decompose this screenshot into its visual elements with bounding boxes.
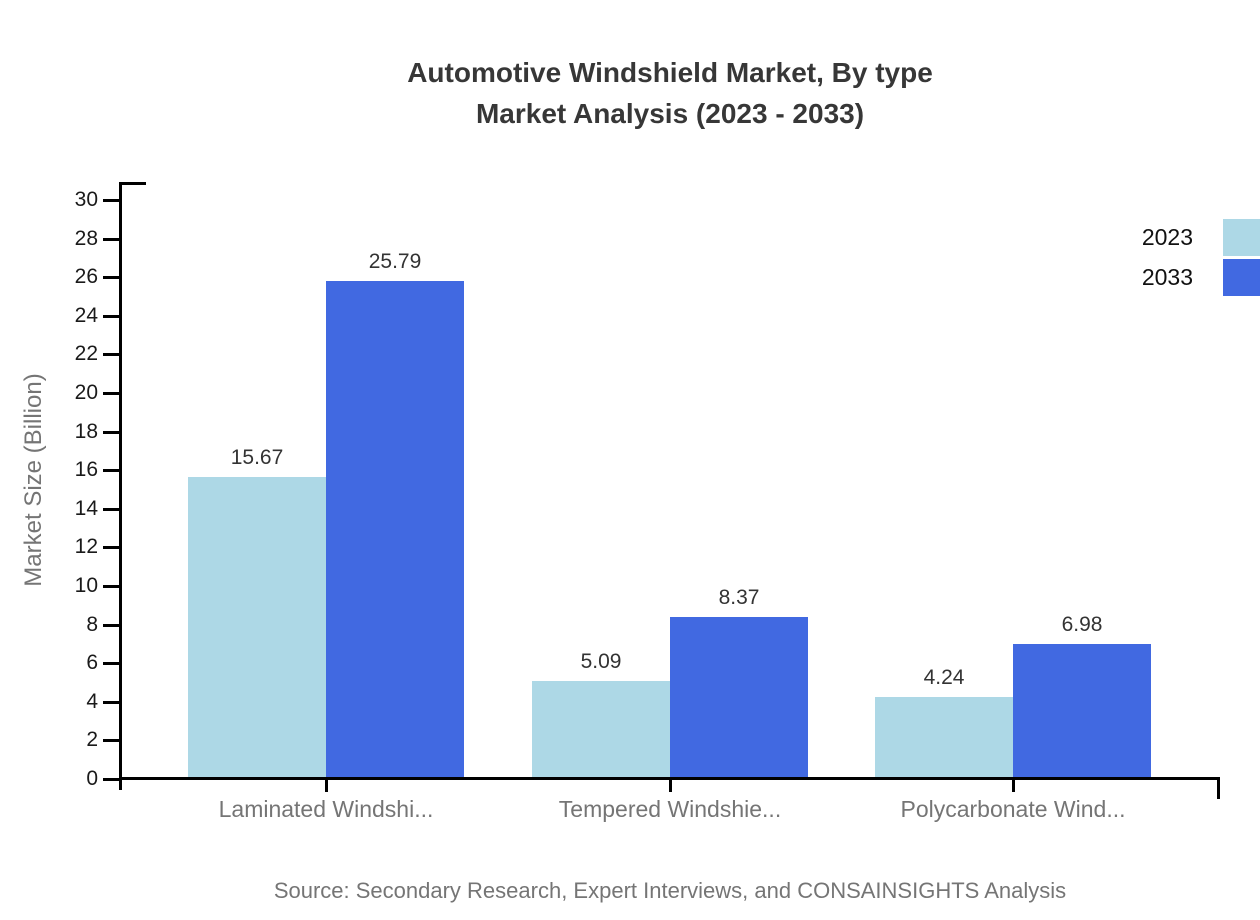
source-note: Source: Secondary Research, Expert Inter… — [273, 878, 1067, 903]
chart-title-line-2: Market Analysis (2023 - 2033) — [475, 98, 865, 129]
y-tick-label: 4 — [86, 689, 98, 713]
legend-swatch-2033-icon — [1223, 259, 1260, 296]
x-axis-tick — [669, 777, 672, 792]
y-axis-tick — [103, 392, 119, 395]
x-category-label: Tempered Windshie... — [558, 796, 782, 822]
x-axis-tick — [325, 777, 328, 792]
y-axis-tick — [103, 546, 119, 550]
legend-swatch-2023-icon — [1223, 219, 1260, 256]
y-axis-tick — [103, 469, 119, 473]
y-axis-tick — [103, 314, 119, 318]
y-tick-label: 0 — [86, 767, 98, 790]
bar-value-label: 8.37 — [718, 586, 760, 610]
bar-value-label: 25.79 — [368, 250, 422, 274]
y-tick-label: 24 — [74, 303, 98, 327]
y-axis-tick — [103, 353, 119, 357]
y-axis-tick — [103, 507, 119, 511]
y-axis-tick — [103, 237, 119, 241]
y-axis-tick — [103, 585, 119, 588]
legend-label-2023: 2023 — [1141, 224, 1193, 250]
x-axis-right-cap — [1217, 777, 1220, 799]
bar-2033-2 — [670, 617, 808, 780]
y-tick-label: 22 — [74, 342, 98, 366]
bar-value-label: 5.09 — [580, 649, 622, 673]
chart-title-line-1: Automotive Windshield Market, By type — [407, 57, 933, 88]
y-tick-label: 8 — [86, 612, 98, 636]
legend-item-2033: 2033 — [1142, 259, 1260, 296]
y-tick-label: 6 — [86, 651, 98, 675]
y-axis-tick — [103, 778, 119, 781]
y-tick-label: 10 — [74, 574, 98, 597]
y-axis-tick — [103, 700, 119, 704]
bar-value-label: 15.67 — [230, 445, 284, 469]
bar-2033-1 — [326, 281, 464, 780]
chart-title: Automotive Windshield Market, By type Ma… — [80, 52, 1260, 134]
legend-label-2033: 2033 — [1141, 264, 1193, 290]
y-tick-label: 14 — [74, 496, 98, 520]
bar-value-label: 4.24 — [923, 666, 965, 690]
x-category-label: Polycarbonate Wind... — [900, 796, 1126, 822]
y-tick-label: 12 — [74, 535, 98, 559]
y-axis-top-cap — [119, 182, 146, 185]
bar-2023-2 — [532, 680, 670, 780]
legend-item-2023: 2023 — [1142, 219, 1260, 256]
bar-2023-3 — [875, 697, 1013, 780]
y-tick-label: 18 — [74, 419, 98, 443]
y-tick-label: 16 — [74, 458, 98, 482]
y-axis-tick — [103, 430, 119, 434]
y-axis-tick — [103, 623, 119, 627]
y-tick-label: 28 — [74, 226, 98, 250]
legend: 2023 2033 — [1142, 219, 1260, 296]
bar-2023-1 — [188, 476, 326, 780]
bar-2033-3 — [1013, 644, 1151, 780]
y-axis-tick — [103, 662, 119, 666]
y-tick-label: 20 — [74, 381, 98, 404]
x-axis-tick — [1012, 777, 1015, 792]
y-axis-tick — [103, 276, 119, 280]
y-axis-tick — [103, 739, 119, 743]
y-tick-label: 2 — [86, 728, 98, 752]
y-axis-tick — [103, 199, 119, 202]
bar-value-label: 6.98 — [1061, 613, 1103, 637]
y-axis-line — [119, 182, 122, 790]
x-category-label: Laminated Windshi... — [218, 796, 434, 822]
y-tick-label: 30 — [74, 188, 98, 211]
y-tick-label: 26 — [74, 265, 98, 289]
